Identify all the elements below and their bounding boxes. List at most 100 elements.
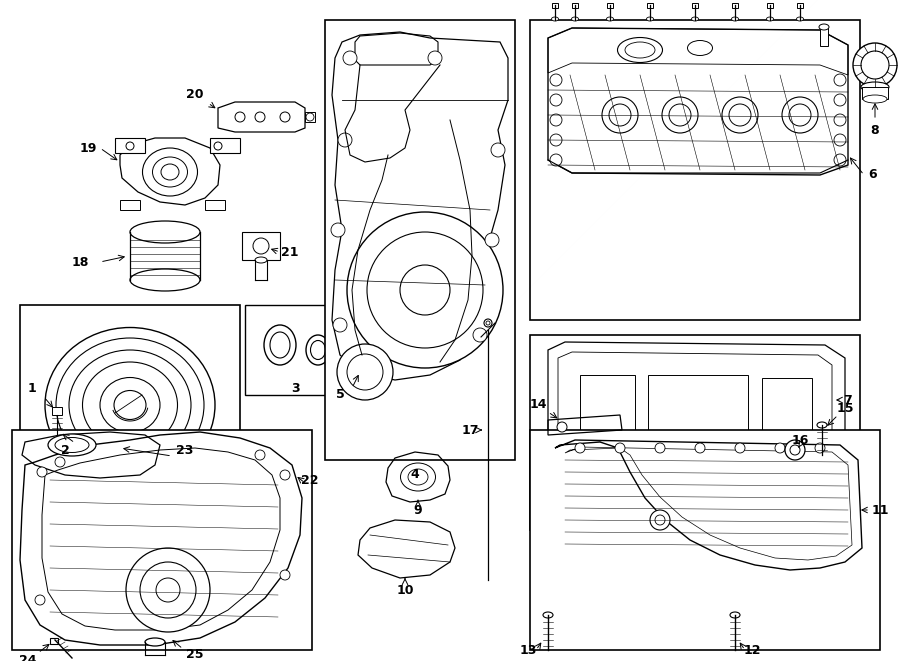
Bar (607, 3, 613, 8)
Bar (762, 378, 812, 438)
Circle shape (815, 443, 825, 453)
Circle shape (484, 319, 492, 327)
Ellipse shape (114, 391, 146, 420)
Text: 8: 8 (870, 124, 879, 137)
Bar (12, 430, 312, 650)
Circle shape (655, 515, 665, 525)
Ellipse shape (310, 340, 326, 360)
Text: 23: 23 (176, 444, 194, 457)
Circle shape (602, 97, 638, 133)
Circle shape (486, 321, 490, 325)
Bar (52, 407, 62, 415)
Text: 6: 6 (868, 169, 878, 182)
Circle shape (655, 443, 665, 453)
Ellipse shape (270, 332, 290, 358)
Bar (120, 200, 140, 210)
Bar (572, 3, 578, 8)
Bar (50, 638, 58, 644)
Bar (242, 232, 280, 260)
Bar (210, 138, 240, 153)
Bar (732, 3, 738, 8)
Bar (530, 20, 860, 320)
Circle shape (338, 133, 352, 147)
Circle shape (561, 483, 575, 497)
Ellipse shape (730, 612, 740, 618)
Text: 17: 17 (461, 424, 479, 436)
Circle shape (347, 354, 383, 390)
Circle shape (485, 233, 499, 247)
Ellipse shape (56, 338, 204, 472)
Circle shape (615, 443, 625, 453)
Bar (245, 305, 345, 395)
Ellipse shape (306, 335, 330, 365)
Ellipse shape (152, 157, 187, 187)
Circle shape (550, 94, 562, 106)
Ellipse shape (83, 362, 177, 448)
Bar (115, 138, 145, 153)
Ellipse shape (767, 17, 773, 21)
Ellipse shape (408, 469, 428, 485)
Circle shape (331, 223, 345, 237)
Circle shape (550, 134, 562, 146)
Circle shape (337, 344, 393, 400)
Text: 13: 13 (519, 644, 536, 656)
Text: 14: 14 (529, 399, 547, 412)
Ellipse shape (732, 17, 739, 21)
Ellipse shape (142, 148, 197, 196)
Ellipse shape (572, 17, 579, 21)
Ellipse shape (617, 38, 662, 63)
Circle shape (609, 104, 631, 126)
Text: 7: 7 (843, 393, 852, 407)
Text: 10: 10 (396, 584, 414, 596)
Ellipse shape (264, 325, 296, 365)
Ellipse shape (691, 17, 698, 21)
Ellipse shape (688, 40, 713, 56)
Ellipse shape (863, 95, 887, 103)
Circle shape (650, 510, 670, 530)
Bar (530, 430, 880, 650)
Circle shape (582, 484, 602, 504)
Circle shape (587, 489, 597, 499)
Circle shape (782, 97, 818, 133)
Circle shape (333, 318, 347, 332)
Circle shape (347, 212, 503, 368)
Bar (325, 20, 515, 460)
Circle shape (35, 595, 45, 605)
Text: 18: 18 (71, 256, 89, 268)
Circle shape (156, 578, 180, 602)
Circle shape (280, 470, 290, 480)
Circle shape (126, 142, 134, 150)
Circle shape (785, 440, 805, 460)
Circle shape (280, 112, 290, 122)
Text: 9: 9 (414, 504, 422, 516)
Ellipse shape (607, 17, 614, 21)
Ellipse shape (400, 463, 436, 491)
Text: 3: 3 (291, 381, 300, 395)
Ellipse shape (255, 257, 267, 263)
Ellipse shape (819, 24, 829, 30)
Ellipse shape (625, 42, 655, 58)
Circle shape (853, 43, 897, 87)
Circle shape (140, 562, 196, 618)
Bar (305, 112, 315, 122)
Bar (205, 200, 225, 210)
Circle shape (126, 548, 210, 632)
Ellipse shape (130, 269, 200, 291)
Circle shape (214, 142, 222, 150)
Circle shape (790, 445, 800, 455)
Bar (820, 28, 828, 46)
Circle shape (735, 443, 745, 453)
Bar (797, 3, 803, 8)
Text: 11: 11 (871, 504, 889, 516)
Ellipse shape (45, 327, 215, 483)
Ellipse shape (646, 17, 653, 21)
Text: 19: 19 (79, 141, 96, 155)
Circle shape (253, 238, 269, 254)
Ellipse shape (145, 638, 165, 646)
Circle shape (722, 97, 758, 133)
Ellipse shape (69, 350, 191, 460)
Bar (767, 3, 773, 8)
Circle shape (428, 51, 442, 65)
Circle shape (861, 51, 889, 79)
Ellipse shape (861, 82, 889, 92)
